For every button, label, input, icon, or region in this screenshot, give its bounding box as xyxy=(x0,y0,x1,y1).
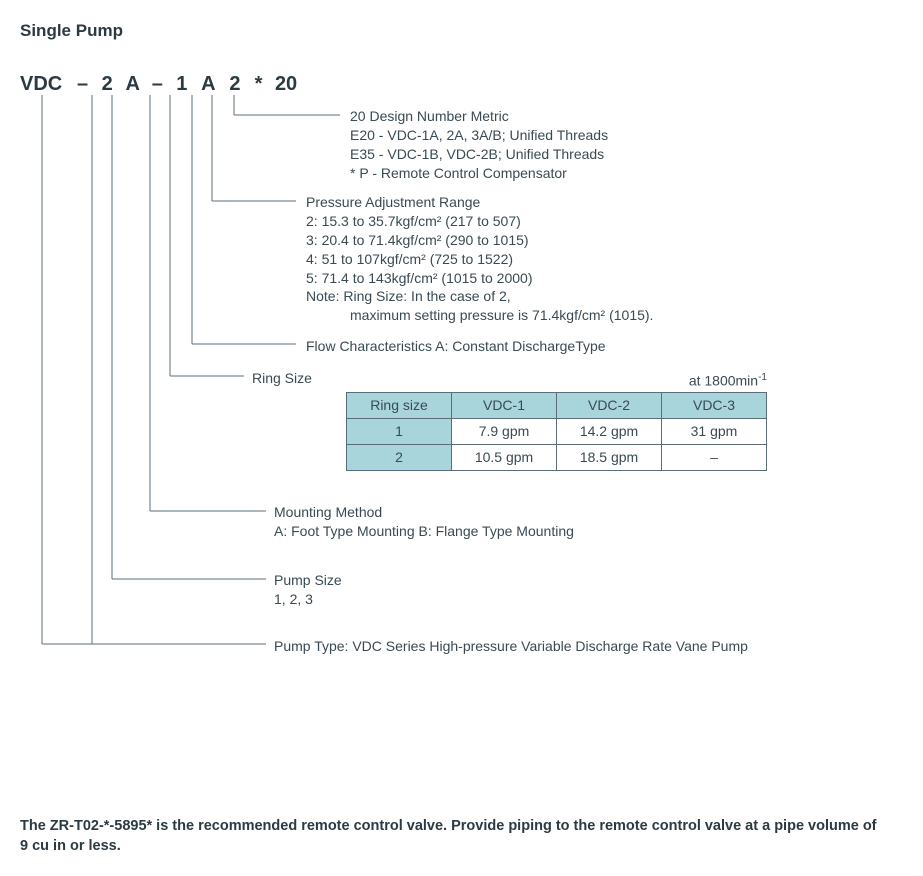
mounting-line: A: Foot Type Mounting B: Flange Type Mou… xyxy=(274,522,574,541)
ring-caption-sup: -1 xyxy=(758,372,767,383)
pressure-range-block: Pressure Adjustment Range 2: 15.3 to 35.… xyxy=(306,193,653,325)
td-r2-1: 10.5 gpm xyxy=(452,445,557,471)
code-dash2: – xyxy=(148,71,166,98)
table-header-row: Ring size VDC-1 VDC-2 VDC-3 xyxy=(347,393,767,419)
design-line-1: E20 - VDC-1A, 2A, 3A/B; Unified Threads xyxy=(350,126,608,145)
td-r2-3: – xyxy=(662,445,767,471)
mounting-method-block: Mounting Method A: Foot Type Mounting B:… xyxy=(274,503,574,541)
design-line-2: E35 - VDC-1B, VDC-2B; Unified Threads xyxy=(350,145,608,164)
design-line-0: 20 Design Number Metric xyxy=(350,107,608,126)
th-vdc2: VDC-2 xyxy=(557,393,662,419)
th-ringsize: Ring size xyxy=(347,393,452,419)
pressure-note-1: Note: Ring Size: In the case of 2, xyxy=(306,287,653,306)
pressure-line-1: 3: 20.4 to 71.4kgf/cm² (290 to 1015) xyxy=(306,231,653,250)
code-2: 2 xyxy=(97,71,117,98)
pump-size-block: Pump Size 1, 2, 3 xyxy=(274,571,342,609)
ring-caption-text: at 1800min xyxy=(689,373,758,389)
flow-label: Flow Characteristics A: Constant Dischar… xyxy=(306,337,606,356)
table-row: 1 7.9 gpm 14.2 gpm 31 gpm xyxy=(347,419,767,445)
code-2b: 2 xyxy=(225,71,245,98)
pressure-note-2: maximum setting pressure is 71.4kgf/cm² … xyxy=(350,306,653,325)
th-vdc1: VDC-1 xyxy=(452,393,557,419)
code-1: 1 xyxy=(172,71,192,98)
page-title: Single Pump xyxy=(20,20,903,43)
code-20: 20 xyxy=(272,71,300,98)
ring-size-table: Ring size VDC-1 VDC-2 VDC-3 1 7.9 gpm 14… xyxy=(346,392,767,471)
code-star: * xyxy=(251,71,267,98)
td-r1-3: 31 gpm xyxy=(662,419,767,445)
td-r1-1: 7.9 gpm xyxy=(452,419,557,445)
ring-table-caption: at 1800min-1 xyxy=(346,371,767,391)
td-r2-0: 2 xyxy=(347,445,452,471)
pressure-line-2: 4: 51 to 107kgf/cm² (725 to 1522) xyxy=(306,250,653,269)
pumpsize-label: Pump Size xyxy=(274,571,342,590)
th-vdc3: VDC-3 xyxy=(662,393,767,419)
pressure-line-3: 5: 71.4 to 143kgf/cm² (1015 to 2000) xyxy=(306,269,653,288)
footer-note: The ZR-T02-*-5895* is the recommended re… xyxy=(20,817,880,856)
diagram-container: VDC – 2 A – 1 A 2 * 20 20 Design Number … xyxy=(20,71,903,811)
ring-label: Ring Size xyxy=(252,369,312,388)
pump-type-block: Pump Type: VDC Series High-pressure Vari… xyxy=(274,637,748,656)
td-r2-2: 18.5 gpm xyxy=(557,445,662,471)
model-code: VDC – 2 A – 1 A 2 * 20 xyxy=(20,71,300,98)
design-number-block: 20 Design Number Metric E20 - VDC-1A, 2A… xyxy=(350,107,608,183)
pressure-line-0: 2: 15.3 to 35.7kgf/cm² (217 to 507) xyxy=(306,212,653,231)
ring-size-block: Ring Size xyxy=(252,369,312,388)
code-vdc: VDC xyxy=(20,71,68,98)
design-line-3: * P - Remote Control Compensator xyxy=(350,164,608,183)
code-A2: A xyxy=(197,71,219,98)
table-row: 2 10.5 gpm 18.5 gpm – xyxy=(347,445,767,471)
code-A1: A xyxy=(123,71,143,98)
ring-size-table-wrap: at 1800min-1 Ring size VDC-1 VDC-2 VDC-3… xyxy=(346,371,767,471)
code-dash1: – xyxy=(74,71,92,98)
flow-characteristics-block: Flow Characteristics A: Constant Dischar… xyxy=(306,337,606,356)
td-r1-2: 14.2 gpm xyxy=(557,419,662,445)
pumpsize-line: 1, 2, 3 xyxy=(274,590,342,609)
td-r1-0: 1 xyxy=(347,419,452,445)
mounting-label: Mounting Method xyxy=(274,503,574,522)
pressure-label: Pressure Adjustment Range xyxy=(306,193,653,212)
pumptype-label: Pump Type: VDC Series High-pressure Vari… xyxy=(274,637,748,656)
